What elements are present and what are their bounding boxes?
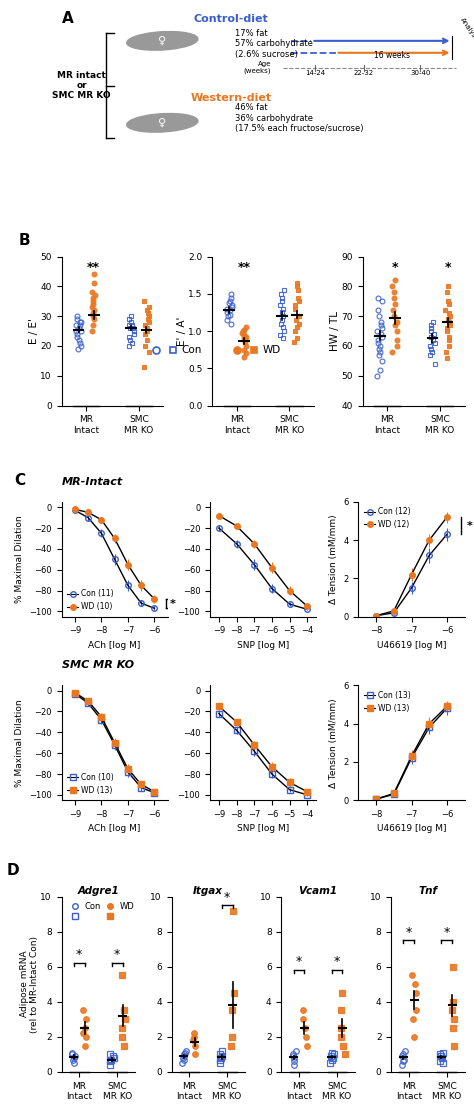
Y-axis label: E' / A': E' / A'	[177, 316, 187, 346]
X-axis label: ACh [log M]: ACh [log M]	[89, 641, 141, 650]
Text: Western-diet: Western-diet	[190, 93, 272, 103]
Text: MR intact
or
SMC MR KO: MR intact or SMC MR KO	[53, 71, 111, 101]
Y-axis label: Δ Tension (mM/mm): Δ Tension (mM/mm)	[329, 515, 338, 604]
Title: Adgre1: Adgre1	[77, 886, 119, 896]
Text: Con: Con	[182, 345, 202, 356]
Y-axis label: Adipose mRNA
(rel to MR-Intact Con): Adipose mRNA (rel to MR-Intact Con)	[19, 936, 39, 1033]
Text: *: *	[466, 520, 472, 530]
Title: Tnf: Tnf	[419, 886, 438, 896]
Y-axis label: E / E': E / E'	[29, 318, 39, 344]
Text: *: *	[444, 926, 450, 938]
Title: Itgax: Itgax	[193, 886, 223, 896]
X-axis label: SNP [log M]: SNP [log M]	[237, 641, 289, 650]
Ellipse shape	[127, 32, 198, 50]
Legend: Con (13), WD (13): Con (13), WD (13)	[362, 690, 412, 714]
Text: SMC MR KO: SMC MR KO	[62, 660, 134, 671]
Text: WD: WD	[263, 345, 281, 356]
Text: *: *	[406, 926, 412, 938]
Legend: Con, , WD, : Con, , WD,	[66, 901, 135, 922]
Text: B: B	[19, 232, 30, 248]
Text: MR-Intact: MR-Intact	[62, 476, 123, 487]
Legend: Con (10), WD (13): Con (10), WD (13)	[65, 771, 115, 797]
Text: ♀: ♀	[158, 118, 166, 128]
Text: *: *	[170, 599, 175, 609]
Text: Control-diet: Control-diet	[193, 14, 268, 24]
Text: D: D	[7, 863, 19, 878]
Legend: Con (11), WD (10): Con (11), WD (10)	[65, 588, 115, 613]
X-axis label: U46619 [log M]: U46619 [log M]	[377, 824, 446, 833]
Y-axis label: % Maximal Dilation: % Maximal Dilation	[15, 516, 24, 603]
Text: *: *	[334, 956, 340, 968]
Text: **: **	[238, 261, 251, 274]
Text: 22-32: 22-32	[354, 70, 374, 76]
Text: *: *	[392, 261, 398, 274]
Legend: Con (12), WD (12): Con (12), WD (12)	[362, 506, 412, 530]
Text: 14-24: 14-24	[305, 70, 326, 76]
Text: *: *	[114, 948, 120, 961]
Y-axis label: Δ Tension (mM/mm): Δ Tension (mM/mm)	[329, 698, 338, 788]
Text: 16 weeks: 16 weeks	[374, 51, 410, 60]
Text: *: *	[444, 261, 451, 274]
Text: A: A	[62, 11, 73, 27]
Text: C: C	[14, 473, 25, 487]
Text: *: *	[76, 948, 82, 961]
Text: *: *	[296, 956, 302, 968]
X-axis label: ACh [log M]: ACh [log M]	[89, 824, 141, 833]
Text: *: *	[224, 891, 230, 904]
X-axis label: SNP [log M]: SNP [log M]	[237, 824, 289, 833]
Text: 17% fat
57% carbohydrate
(2.6% sucrose): 17% fat 57% carbohydrate (2.6% sucrose)	[235, 29, 313, 59]
Text: Analysis: Analysis	[458, 17, 474, 44]
Ellipse shape	[127, 114, 198, 133]
Y-axis label: HW / TL: HW / TL	[330, 311, 340, 351]
Text: **: **	[87, 261, 100, 274]
X-axis label: U46619 [log M]: U46619 [log M]	[377, 641, 446, 650]
Y-axis label: % Maximal Dilation: % Maximal Dilation	[15, 699, 24, 787]
Text: Age
(weeks): Age (weeks)	[244, 61, 271, 74]
Text: ♀: ♀	[158, 35, 166, 46]
Text: 46% fat
36% carbohydrate
(17.5% each fructose/sucrose): 46% fat 36% carbohydrate (17.5% each fru…	[235, 104, 364, 134]
Text: 30-40: 30-40	[410, 70, 430, 76]
Title: Vcam1: Vcam1	[299, 886, 337, 896]
